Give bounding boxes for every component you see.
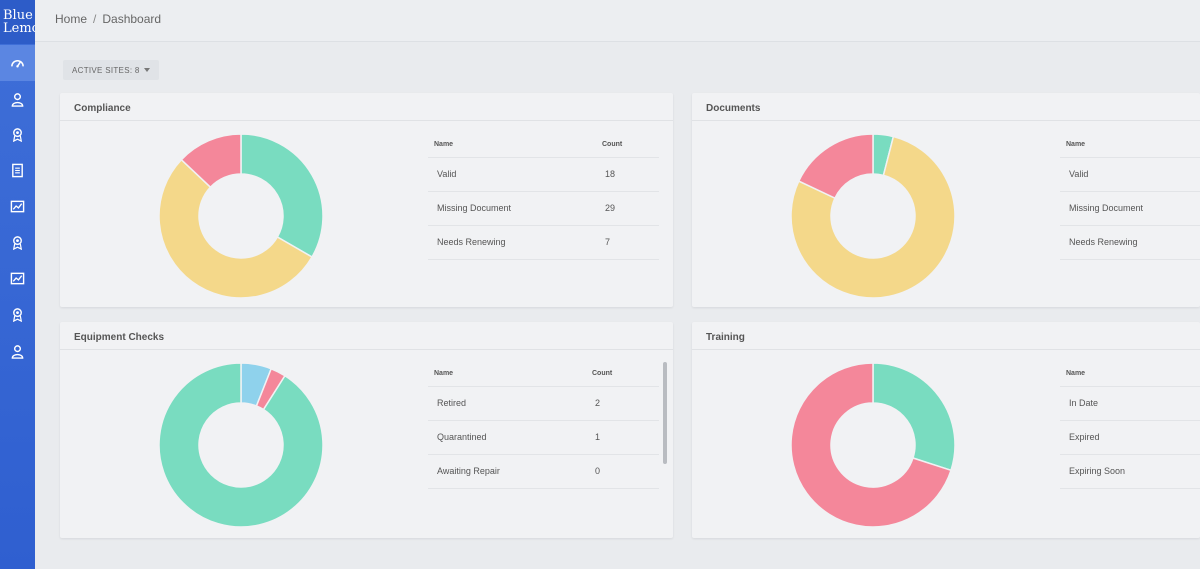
column-header-count: Count <box>602 141 623 149</box>
award-icon <box>12 127 23 142</box>
row-count: 7 <box>596 224 659 260</box>
table-row[interactable]: Retired 2 <box>428 385 659 420</box>
row-count: 2 <box>586 385 659 420</box>
row-count: 1 <box>586 419 659 454</box>
document-icon <box>12 163 23 177</box>
card-title: Documents <box>706 103 761 114</box>
row-name: Expired <box>1060 419 1200 454</box>
donut-slice-missing-document[interactable] <box>790 135 956 299</box>
row-count: 18 <box>596 156 659 191</box>
breadcrumb-separator: / <box>93 12 97 26</box>
award-icon <box>12 307 23 322</box>
chart-icon <box>10 272 25 284</box>
table-row[interactable]: Needs Renewing <box>1060 224 1200 260</box>
card-title: Training <box>706 332 745 343</box>
topbar: Home / Dashboard <box>35 0 1200 42</box>
column-header-name: Name <box>1066 370 1086 378</box>
equipment-checks-donut-chart <box>158 362 324 528</box>
table-row[interactable]: Valid <box>1060 156 1200 191</box>
row-name: Missing Document <box>428 190 596 225</box>
row-name: Expiring Soon <box>1060 453 1200 489</box>
sidebar-item-documents[interactable] <box>0 152 35 188</box>
table-header-row: Name <box>1060 362 1200 386</box>
row-name: Needs Renewing <box>1060 224 1200 260</box>
active-sites-label: ACTIVE SITES: 8 <box>72 65 140 75</box>
row-name: Retired <box>428 385 586 420</box>
card-divider <box>60 349 673 350</box>
table-header-row: Name <box>1060 133 1200 157</box>
row-name: Quarantined <box>428 419 586 454</box>
training-card: Training Name In Date Expired Expiring S… <box>692 322 1200 538</box>
table-row[interactable]: Missing Document 29 <box>428 190 659 225</box>
breadcrumb-current: Dashboard <box>102 12 162 26</box>
donut-slice-valid[interactable] <box>240 133 324 259</box>
logo-line-1: Blue <box>3 8 33 23</box>
documents-table: Name Valid Missing Document Needs Renewi… <box>1060 133 1200 260</box>
logo-line-2: Lemo <box>3 21 35 36</box>
row-name: Awaiting Repair <box>428 453 586 489</box>
sidebar-item-users-2[interactable] <box>0 333 35 369</box>
donut-slice-missing-document[interactable] <box>158 158 314 299</box>
table-row[interactable]: In Date <box>1060 385 1200 420</box>
chart-icon <box>10 200 25 212</box>
table-row[interactable]: Awaiting Repair 0 <box>428 453 659 489</box>
award-icon <box>12 235 23 250</box>
card-title: Compliance <box>74 103 131 114</box>
table-row[interactable]: Quarantined 1 <box>428 419 659 454</box>
row-name: Needs Renewing <box>428 224 596 260</box>
sidebar-item-reports-2[interactable] <box>0 260 35 296</box>
active-sites-dropdown[interactable]: ACTIVE SITES: 8 <box>63 60 159 80</box>
equipment-checks-table: Name Count Retired 2 Quarantined 1 Await… <box>428 362 659 489</box>
user-icon <box>11 344 24 359</box>
column-header-name: Name <box>434 141 454 149</box>
donut-slice-other[interactable] <box>158 362 324 528</box>
breadcrumb: Home / Dashboard <box>55 12 161 26</box>
sidebar-item-awards-2[interactable] <box>0 224 35 260</box>
table-row[interactable]: Expired <box>1060 419 1200 454</box>
row-name: Valid <box>428 156 596 191</box>
table-row[interactable]: Expiring Soon <box>1060 453 1200 489</box>
documents-card: Documents Name Valid Missing Document Ne… <box>692 93 1200 307</box>
table-scrollbar[interactable] <box>663 362 667 464</box>
user-icon <box>11 92 24 107</box>
card-divider <box>692 349 1200 350</box>
sidebar-item-dashboard[interactable] <box>0 45 35 81</box>
sidebar-item-reports[interactable] <box>0 188 35 224</box>
caret-down-icon <box>143 68 150 72</box>
row-name: In Date <box>1060 385 1200 420</box>
sidebar-item-awards-3[interactable] <box>0 296 35 332</box>
table-row[interactable]: Valid 18 <box>428 156 659 191</box>
table-header-row: Name Count <box>428 133 659 157</box>
table-header-row: Name Count <box>428 362 659 386</box>
documents-donut-chart <box>790 133 956 299</box>
sidebar: Blue Lemo <box>0 0 35 569</box>
training-donut-chart <box>790 362 956 528</box>
card-divider <box>60 120 673 121</box>
compliance-table: Name Count Valid 18 Missing Document 29 … <box>428 133 659 260</box>
row-name: Valid <box>1060 156 1200 191</box>
row-count: 29 <box>596 190 659 225</box>
logo[interactable]: Blue Lemo <box>0 0 35 44</box>
sidebar-item-users[interactable] <box>0 81 35 117</box>
dashboard-gauge-icon <box>11 59 24 68</box>
column-header-name: Name <box>434 370 454 378</box>
table-row[interactable]: Missing Document <box>1060 190 1200 225</box>
donut-slice-needs-renewing[interactable] <box>797 133 874 200</box>
donut-slice-needs-renewing[interactable] <box>180 133 242 189</box>
table-row[interactable]: Needs Renewing 7 <box>428 224 659 260</box>
row-count: 0 <box>586 453 659 489</box>
card-divider <box>692 120 1200 121</box>
training-table: Name In Date Expired Expiring Soon <box>1060 362 1200 489</box>
column-header-name: Name <box>1066 141 1086 149</box>
donut-slice-expired[interactable] <box>790 362 952 528</box>
column-header-count: Count <box>592 370 613 378</box>
breadcrumb-home[interactable]: Home <box>55 12 88 26</box>
equipment-checks-card: Equipment Checks Name Count Retired 2 Qu… <box>60 322 673 538</box>
sidebar-item-awards[interactable] <box>0 116 35 152</box>
card-title: Equipment Checks <box>74 332 165 343</box>
compliance-donut-chart <box>158 133 324 299</box>
row-name: Missing Document <box>1060 190 1200 225</box>
compliance-card: Compliance Name Count Valid 18 Missing D… <box>60 93 673 307</box>
donut-slice-in-date[interactable] <box>872 362 956 472</box>
